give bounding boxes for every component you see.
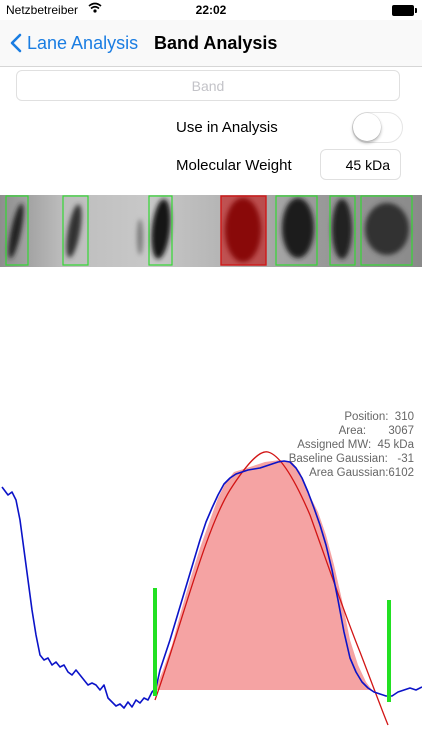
- band-area-fill: [155, 460, 372, 690]
- intensity-profile-plot: [1, 451, 422, 726]
- battery-icon: [392, 5, 417, 16]
- band-box[interactable]: [360, 195, 413, 266]
- back-button-label: Lane Analysis: [27, 32, 139, 53]
- band-box[interactable]: [275, 195, 318, 266]
- carrier-name: Netzbetreiber: [6, 3, 79, 17]
- lane-profile-line: [1, 460, 422, 709]
- lane-image: [0, 195, 422, 267]
- molecular-weight-field[interactable]: 45 kDa: [320, 149, 401, 180]
- navigation-bar: Lane Analysis Band Analysis: [0, 20, 422, 67]
- back-button[interactable]: Lane Analysis: [10, 31, 138, 55]
- selected-band-box[interactable]: [220, 195, 267, 266]
- molecular-weight-label: Molecular Weight: [176, 157, 292, 174]
- area-gaussian-readout: Area Gaussian:6102: [309, 467, 414, 479]
- gaussian-fit-curve: [154, 451, 389, 726]
- position-readout: Position: 310: [344, 411, 414, 423]
- baseline-gaussian-readout: Baseline Gaussian: -31: [288, 453, 414, 465]
- status-bar: Netzbetreiber 22:02: [0, 0, 422, 20]
- chevron-left-icon: [10, 33, 22, 53]
- band-box[interactable]: [62, 195, 89, 266]
- status-time: 22:02: [195, 3, 227, 17]
- band-name-field[interactable]: Band: [16, 70, 400, 101]
- use-in-analysis-toggle[interactable]: [352, 112, 403, 143]
- toggle-knob: [353, 113, 381, 141]
- page-title: Band Analysis: [154, 33, 278, 53]
- band-box[interactable]: [5, 195, 29, 266]
- wifi-icon: [88, 2, 102, 16]
- area-readout: Area: 3067: [338, 425, 414, 437]
- assigned-mw-readout: Assigned MW: 45 kDa: [297, 439, 414, 451]
- band-box[interactable]: [329, 195, 356, 266]
- use-in-analysis-label: Use in Analysis: [176, 119, 278, 136]
- band-box[interactable]: [148, 195, 173, 266]
